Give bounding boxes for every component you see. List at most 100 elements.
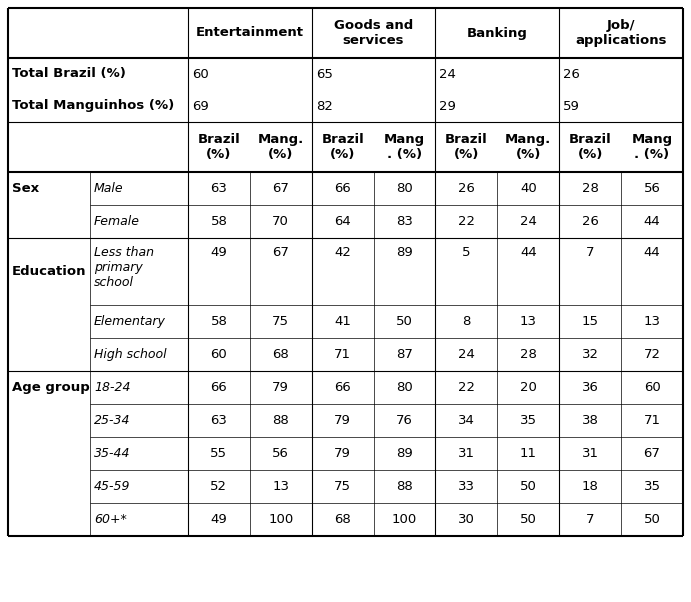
Text: 58: 58 [211,315,227,328]
Text: 13: 13 [272,480,290,493]
Text: 56: 56 [272,447,290,460]
Text: 60: 60 [211,348,227,361]
Text: Brazil
(%): Brazil (%) [569,133,612,161]
Text: 68: 68 [272,348,290,361]
Text: Mang
. (%): Mang . (%) [632,133,672,161]
Text: Male: Male [94,182,124,195]
Text: 26: 26 [582,215,598,228]
Text: Female: Female [94,215,140,228]
Text: 29: 29 [439,99,456,113]
Text: 11: 11 [520,447,537,460]
Text: Mang.
(%): Mang. (%) [505,133,551,161]
Text: 67: 67 [272,182,290,195]
Text: 64: 64 [334,215,351,228]
Text: Sex: Sex [12,182,39,195]
Text: 88: 88 [396,480,413,493]
Text: 79: 79 [334,447,351,460]
Text: 60+*: 60+* [94,513,126,526]
Text: 76: 76 [396,414,413,427]
Text: Less than
primary
school: Less than primary school [94,246,154,289]
Text: 89: 89 [396,447,413,460]
Text: 25-34: 25-34 [94,414,131,427]
Text: 72: 72 [643,348,661,361]
Text: 49: 49 [211,513,227,526]
Text: 89: 89 [396,246,413,259]
Text: 50: 50 [520,513,537,526]
Text: 69: 69 [192,99,209,113]
Text: 28: 28 [520,348,537,361]
Text: Total Brazil (%): Total Brazil (%) [12,67,126,81]
Text: Banking: Banking [467,26,528,40]
Text: 35-44: 35-44 [94,447,131,460]
Text: 75: 75 [272,315,290,328]
Text: 41: 41 [334,315,351,328]
Text: 13: 13 [643,315,661,328]
Text: 5: 5 [462,246,471,259]
Text: Mang.
(%): Mang. (%) [258,133,304,161]
Text: 44: 44 [520,246,537,259]
Text: 58: 58 [211,215,227,228]
Text: 66: 66 [334,381,351,394]
Text: 32: 32 [582,348,598,361]
Text: Entertainment: Entertainment [196,26,304,40]
Text: 82: 82 [316,99,332,113]
Text: 44: 44 [644,215,661,228]
Text: 80: 80 [396,182,413,195]
Text: 52: 52 [211,480,227,493]
Text: 13: 13 [520,315,537,328]
Text: 34: 34 [458,414,475,427]
Text: 55: 55 [211,447,227,460]
Text: 100: 100 [268,513,294,526]
Text: 75: 75 [334,480,351,493]
Text: High school: High school [94,348,167,361]
Text: 66: 66 [334,182,351,195]
Text: Mang
. (%): Mang . (%) [384,133,425,161]
Text: Education: Education [12,265,86,278]
Text: 60: 60 [192,67,209,81]
Text: 40: 40 [520,182,537,195]
Text: 50: 50 [643,513,661,526]
Text: 42: 42 [334,246,351,259]
Text: 71: 71 [643,414,661,427]
Text: 67: 67 [643,447,661,460]
Text: 63: 63 [211,182,227,195]
Text: 56: 56 [643,182,661,195]
Text: 100: 100 [392,513,417,526]
Text: 15: 15 [582,315,598,328]
Text: 71: 71 [334,348,351,361]
Text: 60: 60 [644,381,661,394]
Text: 20: 20 [520,381,537,394]
Text: 26: 26 [458,182,475,195]
Text: 35: 35 [643,480,661,493]
Text: 24: 24 [439,67,456,81]
Text: Job/
applications: Job/ applications [576,19,667,47]
Text: 31: 31 [458,447,475,460]
Text: 26: 26 [563,67,580,81]
Text: 70: 70 [272,215,290,228]
Text: 45-59: 45-59 [94,480,131,493]
Text: 28: 28 [582,182,598,195]
Text: Total Manguinhos (%): Total Manguinhos (%) [12,99,174,113]
Text: 49: 49 [211,246,227,259]
Text: 24: 24 [520,215,537,228]
Text: Age group: Age group [12,381,90,394]
Text: 44: 44 [644,246,661,259]
Text: 68: 68 [334,513,351,526]
Text: 31: 31 [582,447,598,460]
Text: 87: 87 [396,348,413,361]
Text: Brazil
(%): Brazil (%) [198,133,240,161]
Text: 7: 7 [586,513,594,526]
Text: Goods and
services: Goods and services [334,19,413,47]
Text: Brazil
(%): Brazil (%) [445,133,488,161]
Text: 18-24: 18-24 [94,381,131,394]
Text: 80: 80 [396,381,413,394]
Text: 88: 88 [272,414,290,427]
Text: 35: 35 [520,414,537,427]
Text: Elementary: Elementary [94,315,166,328]
Text: 66: 66 [211,381,227,394]
Text: 22: 22 [458,215,475,228]
Text: 30: 30 [458,513,475,526]
Text: 63: 63 [211,414,227,427]
Text: 7: 7 [586,246,594,259]
Text: 36: 36 [582,381,598,394]
